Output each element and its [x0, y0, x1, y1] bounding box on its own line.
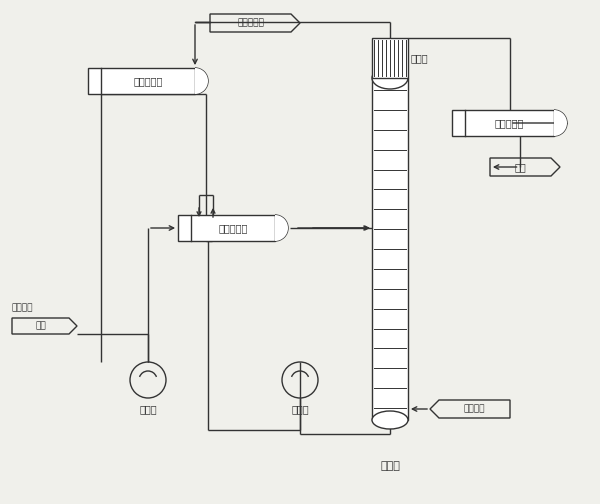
Text: 蒸氨排出水: 蒸氨排出水: [237, 19, 264, 28]
Text: 进料泵: 进料泵: [139, 404, 157, 414]
Text: 自原料罐: 自原料罐: [12, 303, 34, 312]
Bar: [372, 38, 408, 78]
Wedge shape: [275, 215, 288, 241]
Bar: [452, 110, 554, 136]
Text: 蒸氨塔: 蒸氨塔: [380, 461, 400, 471]
Bar: [88, 68, 195, 94]
Text: 废水冷却器: 废水冷却器: [133, 76, 163, 86]
Bar: [178, 215, 275, 241]
Text: 进料换热器: 进料换热器: [218, 223, 248, 233]
Text: 低压蒸汽: 低压蒸汽: [464, 405, 485, 413]
Bar: [372, 78, 408, 420]
Ellipse shape: [372, 67, 408, 89]
Text: 分缩器: 分缩器: [411, 53, 428, 63]
Text: 氨水冷却器: 氨水冷却器: [495, 118, 524, 128]
Wedge shape: [195, 68, 208, 94]
Wedge shape: [554, 110, 567, 136]
Text: 塔底泵: 塔底泵: [291, 404, 309, 414]
Text: 原水: 原水: [35, 322, 46, 331]
Text: 氨水: 氨水: [515, 162, 526, 172]
Ellipse shape: [372, 411, 408, 429]
